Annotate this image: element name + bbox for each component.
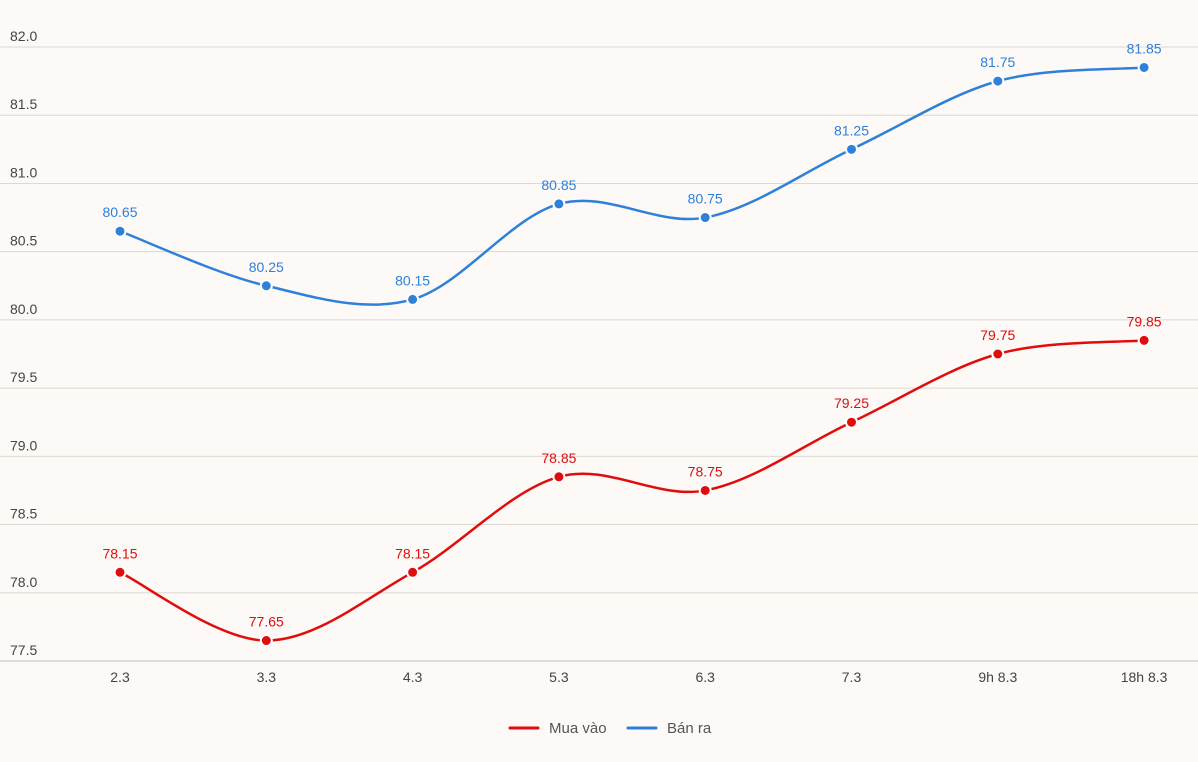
x-axis: 2.3 3.3 4.3 5.3 6.3 7.3 9h 8.3 18h 8.3 <box>110 669 1167 685</box>
data-label-1: 81.75 <box>980 54 1015 70</box>
data-point-0[interactable] <box>406 565 420 579</box>
legend: Mua vào Bán ra <box>508 720 712 737</box>
data-label-1: 81.25 <box>834 122 869 138</box>
data-point-1[interactable] <box>113 224 127 238</box>
data-point-1[interactable] <box>259 279 273 293</box>
data-point-0[interactable] <box>113 565 127 579</box>
x-tick-label: 9h 8.3 <box>978 669 1017 685</box>
legend-label-1[interactable]: Bán ra <box>667 720 712 737</box>
data-point-0[interactable] <box>698 483 712 497</box>
y-tick-label: 80.0 <box>10 301 37 317</box>
data-label-0: 79.75 <box>980 327 1015 343</box>
x-tick-label: 18h 8.3 <box>1121 669 1168 685</box>
y-tick-label: 80.5 <box>10 233 37 249</box>
data-label-1: 81.85 <box>1127 40 1162 56</box>
y-tick-label: 78.0 <box>10 574 37 590</box>
data-point-1[interactable] <box>845 142 858 156</box>
y-tick-label: 78.5 <box>10 506 37 522</box>
data-label-0: 78.15 <box>395 545 430 561</box>
y-tick-label: 81.0 <box>10 164 37 180</box>
data-label-1: 80.15 <box>395 272 430 288</box>
data-point-0[interactable] <box>1137 333 1151 347</box>
data-point-1[interactable] <box>406 292 420 306</box>
data-label-0: 79.25 <box>834 395 869 411</box>
legend-label-0[interactable]: Mua vào <box>549 720 607 737</box>
series-lines <box>118 66 1146 642</box>
data-label-0: 78.85 <box>541 450 576 466</box>
series-line-0 <box>118 339 1146 642</box>
data-point-0[interactable] <box>991 347 1005 361</box>
x-tick-label: 4.3 <box>403 669 423 685</box>
series-line-1 <box>118 66 1146 306</box>
x-tick-label: 3.3 <box>257 669 277 685</box>
data-point-0[interactable] <box>845 415 858 429</box>
data-label-0: 78.75 <box>688 463 723 479</box>
y-tick-label: 79.0 <box>10 437 37 453</box>
y-tick-label: 79.5 <box>10 369 37 385</box>
data-point-1[interactable] <box>991 74 1005 88</box>
x-tick-label: 6.3 <box>695 669 715 685</box>
y-tick-label: 77.5 <box>10 642 37 658</box>
data-point-1[interactable] <box>698 211 712 225</box>
x-tick-label: 5.3 <box>549 669 569 685</box>
data-points <box>113 60 1151 648</box>
data-label-1: 80.65 <box>102 204 137 220</box>
gridlines <box>0 46 1198 662</box>
x-tick-label: 2.3 <box>110 669 130 685</box>
data-point-0[interactable] <box>552 470 566 484</box>
data-point-1[interactable] <box>552 197 566 211</box>
x-tick-label: 7.3 <box>842 669 862 685</box>
data-labels: 78.15 77.65 78.15 78.85 78.75 79.25 79.75 79.85… <box>102 40 1161 629</box>
data-label-0: 78.15 <box>102 545 137 561</box>
data-label-1: 80.25 <box>249 259 284 275</box>
data-label-0: 79.85 <box>1127 313 1162 329</box>
data-label-0: 77.65 <box>249 614 284 630</box>
data-point-1[interactable] <box>1137 60 1151 74</box>
y-tick-label: 81.5 <box>10 96 37 112</box>
y-axis: 77.5 78.0 78.5 79.0 79.5 80.0 80.5 81.0 81.5 82.0 <box>10 28 37 658</box>
data-point-0[interactable] <box>259 634 273 648</box>
data-label-1: 80.85 <box>541 177 576 193</box>
data-label-1: 80.75 <box>688 191 723 207</box>
y-tick-label: 82.0 <box>10 28 37 44</box>
